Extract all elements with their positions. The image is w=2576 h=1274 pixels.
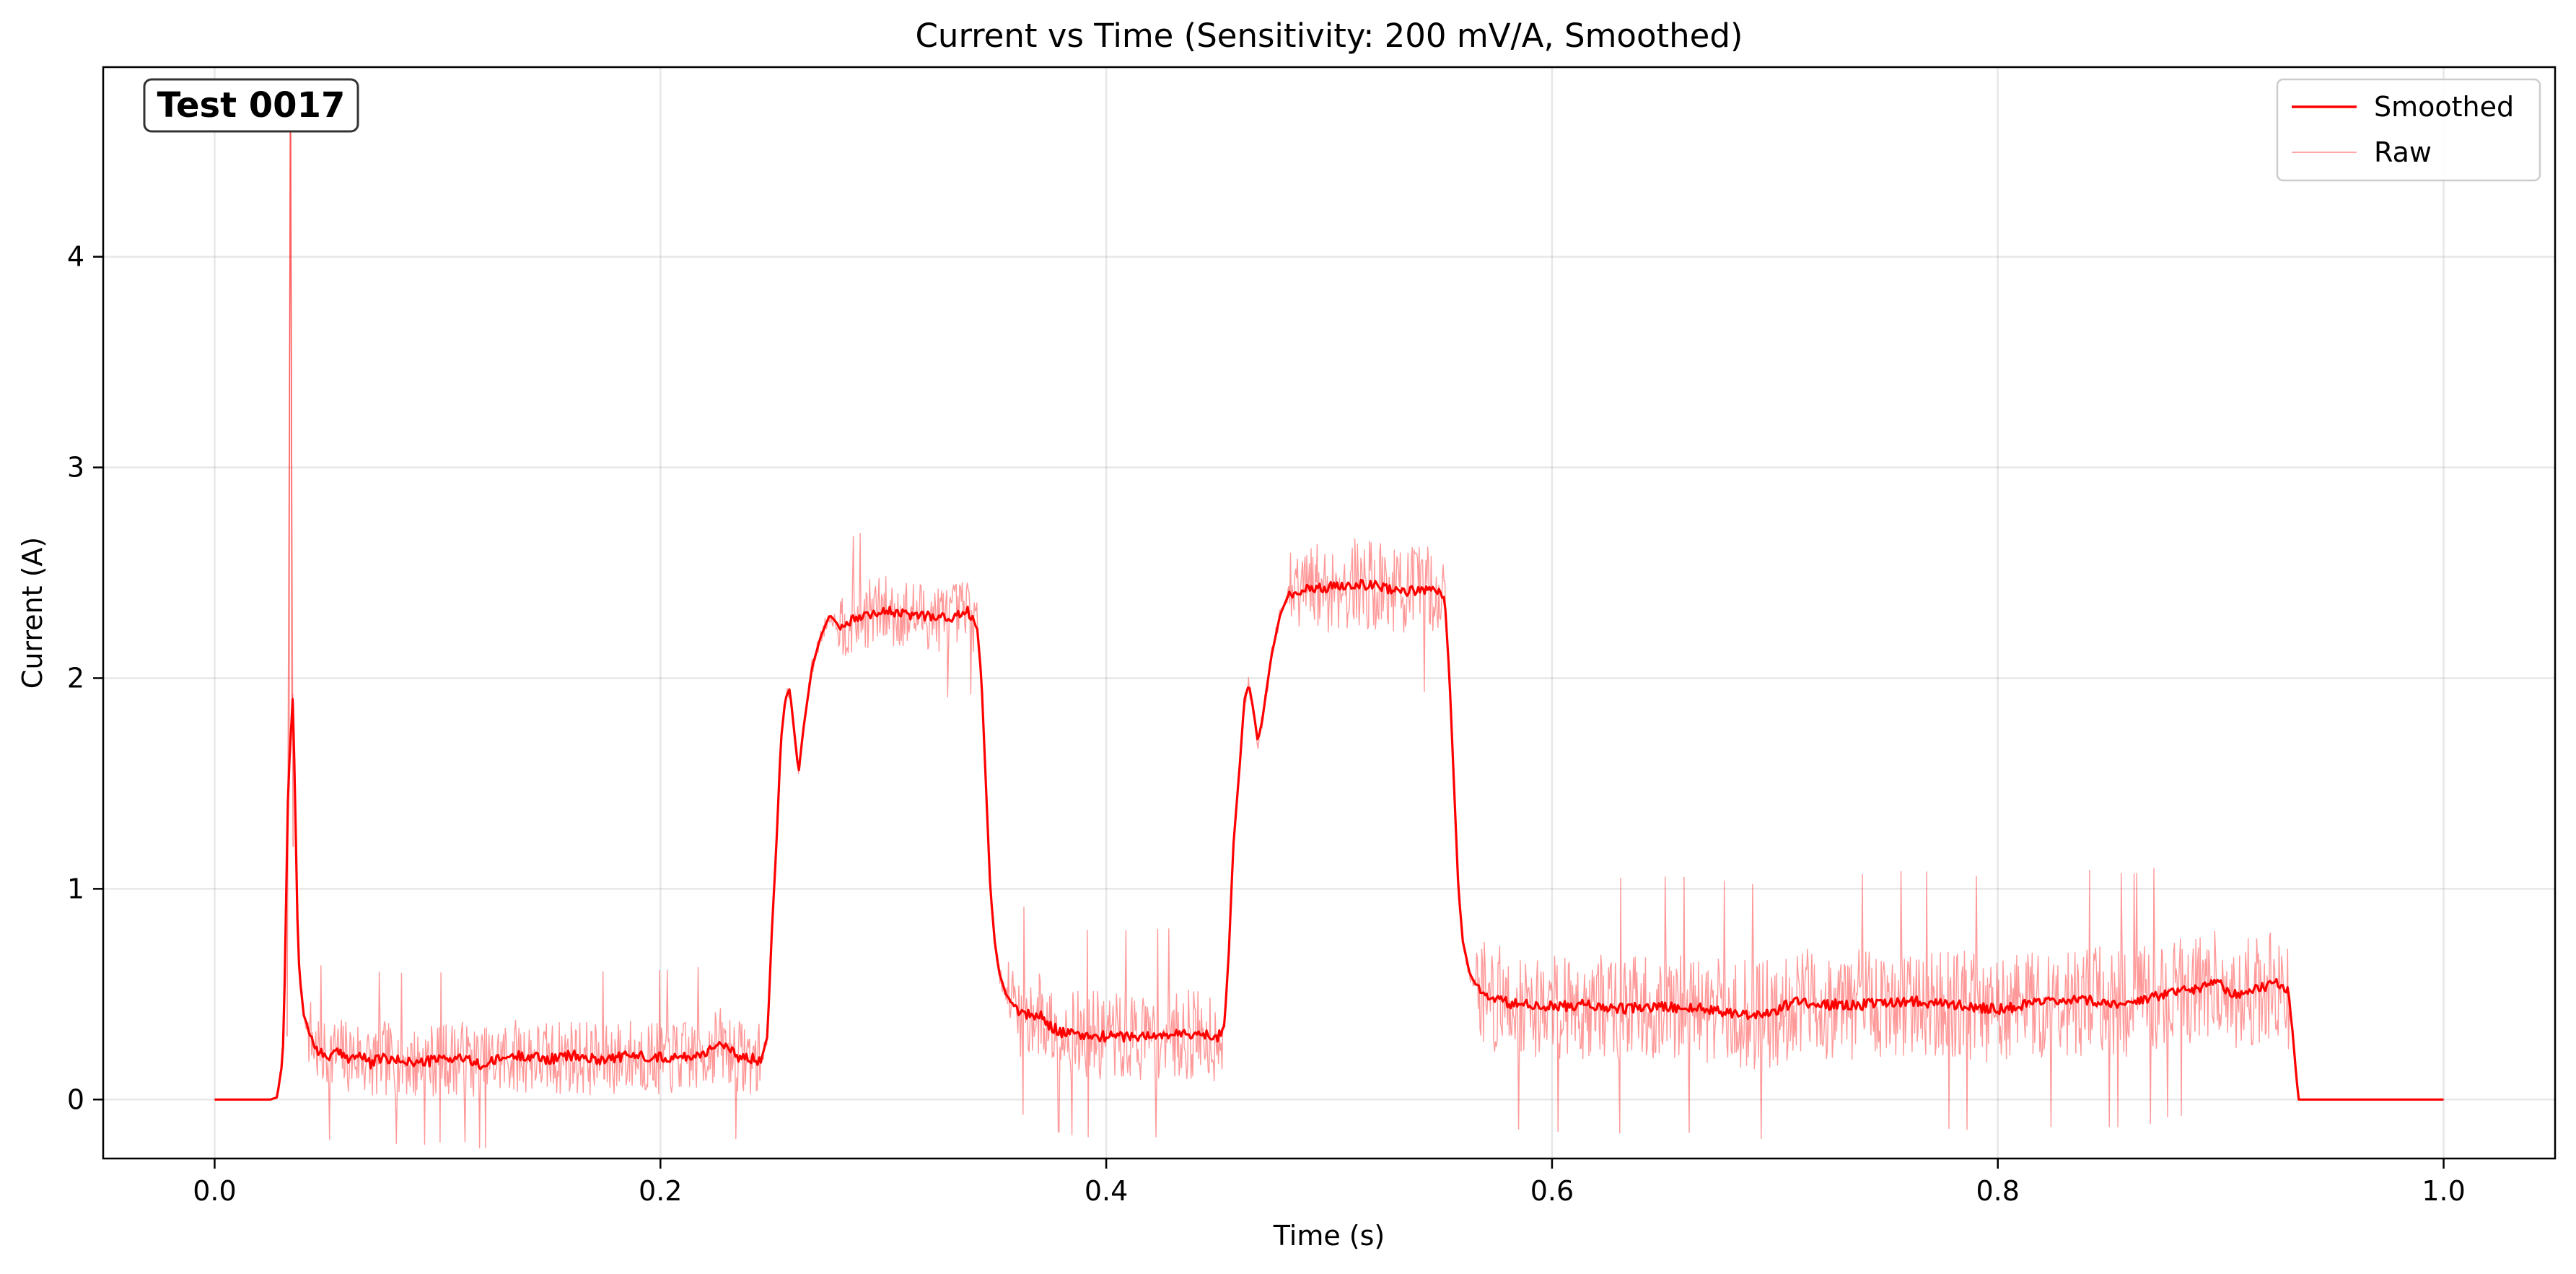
- legend: Smoothed Raw: [2276, 78, 2541, 182]
- y-axis-label: Current (A): [17, 537, 48, 689]
- y-tick-label: 2: [67, 662, 84, 694]
- x-tick-label: 1.0: [2422, 1175, 2465, 1207]
- x-tick-label: 0.2: [639, 1175, 682, 1207]
- plot-frame: [102, 66, 2557, 1160]
- annotation-box: Test 0017: [143, 78, 359, 133]
- raw-line: [214, 119, 2444, 1149]
- x-axis-ticks: 0.0 0.2 0.4 0.6 0.8 1.0: [193, 1159, 2466, 1207]
- annotation-label: Test 0017: [157, 85, 346, 126]
- x-tick-label: 0.8: [1976, 1175, 2020, 1207]
- grid-lines: [103, 67, 2555, 1159]
- y-tick-label: 4: [67, 241, 84, 273]
- smoothed-line: [214, 578, 2444, 1101]
- y-tick-label: 1: [67, 873, 84, 904]
- smoothed-series: [214, 578, 2444, 1101]
- x-tick-label: 0.0: [193, 1175, 236, 1207]
- x-axis-label: Time (s): [1273, 1220, 1385, 1252]
- chart-title: Current vs Time (Sensitivity: 200 mV/A, …: [916, 17, 1743, 55]
- legend-label-raw: Raw: [2374, 136, 2432, 168]
- x-tick-label: 0.6: [1530, 1175, 1574, 1207]
- y-axis-ticks: 0 1 2 3 4: [67, 241, 103, 1115]
- y-tick-label: 3: [67, 452, 84, 484]
- x-tick-label: 0.4: [1085, 1175, 1128, 1207]
- y-tick-label: 0: [67, 1083, 84, 1115]
- legend-label-smoothed: Smoothed: [2374, 91, 2514, 123]
